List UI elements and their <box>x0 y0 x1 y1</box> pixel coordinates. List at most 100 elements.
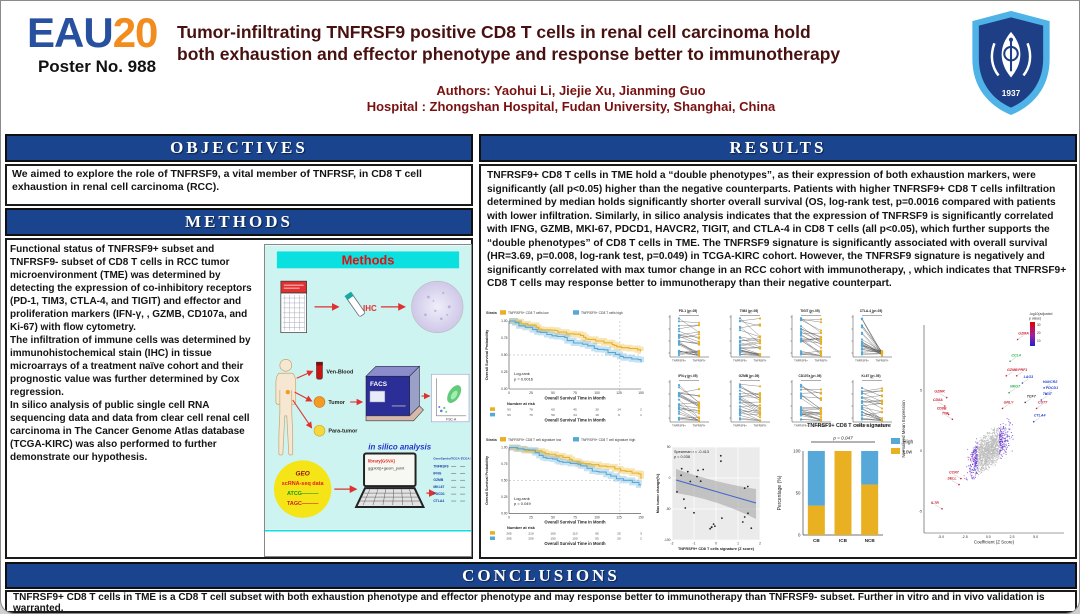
svg-text:TIM3 (p<.05): TIM3 (p<.05) <box>740 309 759 313</box>
svg-text:***: *** <box>748 312 751 316</box>
svg-text:0: 0 <box>798 533 801 538</box>
svg-text:2: 2 <box>640 408 642 412</box>
svg-text:Number at risk: Number at risk <box>507 525 536 530</box>
svg-text:0.75: 0.75 <box>501 336 508 340</box>
svg-text:10: 10 <box>1037 339 1041 343</box>
svg-text:-2.5: -2.5 <box>962 535 968 539</box>
tagc-label: TAGC——— <box>287 501 319 507</box>
svg-text:0: 0 <box>508 391 510 395</box>
svg-text:TNFRSF9+: TNFRSF9+ <box>794 359 808 363</box>
svg-text:25: 25 <box>617 531 621 535</box>
svg-text:1.00: 1.00 <box>501 446 508 450</box>
svg-text:TCGA-2: TCGA-2 <box>461 456 471 460</box>
svg-text:TCF7: TCF7 <box>1027 394 1037 398</box>
results-section: TNFRSF9+ CD8 T cells in TME hold a “doub… <box>479 164 1077 559</box>
svg-text:CTLA4: CTLA4 <box>433 499 444 503</box>
geo-label: GEO <box>295 470 309 477</box>
svg-text:1: 1 <box>737 542 739 546</box>
svg-text:50: 50 <box>551 515 555 519</box>
svg-text:50: 50 <box>667 445 671 449</box>
svg-text:***: *** <box>870 377 873 381</box>
svg-text:NKG7: NKG7 <box>1010 385 1021 389</box>
authors-line: Authors: Yaohui Li, Jiejie Xu, Jianming … <box>436 83 706 98</box>
methods-paragraph-2: The infiltration of immune cells was det… <box>10 335 251 398</box>
svg-text:100: 100 <box>793 449 801 454</box>
svg-text:0: 0 <box>920 449 922 453</box>
svg-text:-50: -50 <box>666 507 671 511</box>
svg-text:30: 30 <box>1037 323 1041 327</box>
svg-text:3: 3 <box>640 531 642 535</box>
svg-text:GNLY: GNLY <box>1004 400 1014 404</box>
svg-text:TIGIT (p<.05): TIGIT (p<.05) <box>800 309 819 313</box>
svg-text:70: 70 <box>529 413 533 417</box>
svg-text:IFNG: IFNG <box>433 471 441 475</box>
paired-plot-1: PD-1 (p<.05)*** TNFRSF9+ TNFRSF9- <box>668 309 709 363</box>
svg-text:TNFRSF9+ CD8 T cells signature: TNFRSF9+ CD8 T cells signature (Z score) <box>678 547 755 551</box>
svg-text:0.25: 0.25 <box>501 495 508 499</box>
svg-text:TNFRSF9+ CD8 T cells low: TNFRSF9+ CD8 T cells low <box>508 311 549 315</box>
paired-plot-7: CD107a (p<.05)*** TNFRSF9+ TNFRSF9- <box>790 374 831 428</box>
shield-icon: 1937 <box>970 9 1052 117</box>
svg-text:110: 110 <box>573 531 578 535</box>
svg-text:PDCD1: PDCD1 <box>433 492 445 496</box>
facs-machine-icon: FACS <box>365 365 424 422</box>
svg-text:0.50: 0.50 <box>501 479 508 483</box>
laptop-icon: library(GSVA) ggplot()+geom_point <box>354 452 426 508</box>
svg-text:***: *** <box>687 377 690 381</box>
svg-text:CTLA-4 (p<.05): CTLA-4 (p<.05) <box>860 309 883 313</box>
svg-text:20: 20 <box>1037 331 1041 335</box>
svg-text:Overall Survival Time in Month: Overall Survival Time in Month <box>544 396 606 401</box>
svg-text:PDCD1: PDCD1 <box>1046 386 1058 390</box>
svg-text:0.00: 0.00 <box>501 387 508 391</box>
tumor-site-dot <box>285 389 290 395</box>
svg-text:93: 93 <box>507 408 511 412</box>
svg-text:NCB: NCB <box>865 538 876 543</box>
svg-text:TCGA-1: TCGA-1 <box>451 456 462 460</box>
svg-text:Overall Survival Time in Month: Overall Survival Time in Month <box>544 418 606 423</box>
flow-xaxis-label: FSC-A <box>446 417 457 421</box>
svg-text:-5.0: -5.0 <box>938 535 944 539</box>
svg-text:ICB: ICB <box>839 538 848 543</box>
svg-text:TNFRSF9-: TNFRSF9- <box>693 424 706 428</box>
svg-text:TNFRSF9+: TNFRSF9+ <box>672 424 686 428</box>
km-plot-signature: Strata TNFRSF9+ CD8 T cell signature low T… <box>485 437 644 546</box>
svg-text:TNFRSF9+ CD8 T cell signature: TNFRSF9+ CD8 T cell signature low <box>508 438 562 442</box>
svg-text:IFN-γ (p<.05): IFN-γ (p<.05) <box>678 374 697 378</box>
svg-text:14: 14 <box>617 408 621 412</box>
svg-text:0: 0 <box>508 515 510 519</box>
svg-text:TNFRSF9+ CD8 T cell signature: TNFRSF9+ CD8 T cell signature high <box>581 438 636 442</box>
poster-title: Tumor-infiltrating TNFRSF9 positive CD8 … <box>177 21 957 65</box>
svg-text:20: 20 <box>617 537 621 541</box>
svg-text:-log10(adjusted: -log10(adjusted <box>1029 312 1052 316</box>
code-line-1: library(GSVA) <box>368 458 395 463</box>
svg-text:GZMA: GZMA <box>1018 332 1029 336</box>
svg-text:CD8A: CD8A <box>933 398 943 402</box>
svg-text:TNFRSF9-: TNFRSF9- <box>754 359 767 363</box>
svg-text:TNFRSF9-: TNFRSF9- <box>754 424 767 428</box>
svg-text:Strata: Strata <box>486 311 498 315</box>
tissue-microarray-icon <box>280 280 307 334</box>
svg-text:0: 0 <box>669 476 671 480</box>
svg-text:HAVCR2: HAVCR2 <box>1043 380 1058 384</box>
scrna-label: scRNA-seq data <box>282 481 325 487</box>
svg-text:0.25: 0.25 <box>501 370 508 374</box>
svg-text:PRF1: PRF1 <box>1018 368 1027 372</box>
paired-dot-plots: PD-1 (p<.05) *** TNFRSF9+ TNFRSF9- TIM3 (p<.… <box>655 307 896 434</box>
svg-text:PD-1 (p<.05): PD-1 (p<.05) <box>679 309 698 313</box>
svg-text:Number at risk: Number at risk <box>507 401 536 406</box>
svg-text:TNF: TNF <box>942 411 950 415</box>
para-tumor-sample-icon <box>313 424 326 437</box>
ven-blood-icon <box>316 361 323 380</box>
methods-paragraph-1: Functional status of TNFRSF9+ subset and… <box>10 244 252 333</box>
svg-text:***: *** <box>687 312 690 316</box>
svg-text:75: 75 <box>573 515 577 519</box>
eau-logo-year: 20 <box>112 9 159 56</box>
objectives-heading: OBJECTIVES <box>5 134 473 162</box>
svg-text:CD8B: CD8B <box>937 407 947 411</box>
svg-text:TNFRSF9+: TNFRSF9+ <box>672 359 686 363</box>
title-line-1: Tumor-infiltrating TNFRSF9 positive CD8 … <box>177 22 811 42</box>
atcg-label: ATCG——— <box>287 491 319 497</box>
svg-text:34: 34 <box>573 413 577 417</box>
svg-text:0.75: 0.75 <box>501 462 508 466</box>
